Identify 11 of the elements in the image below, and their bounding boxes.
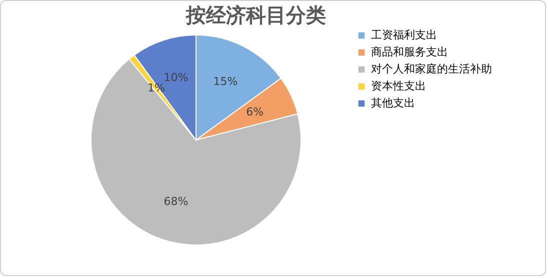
legend-label: 商品和服务支出 bbox=[371, 46, 448, 58]
legend-label: 其他支出 bbox=[371, 96, 415, 110]
data-label: 1% bbox=[147, 82, 165, 95]
legend-label: 对个人和家庭的生活补助 bbox=[371, 62, 492, 76]
data-label: 10% bbox=[164, 71, 188, 84]
data-label: 15% bbox=[213, 75, 238, 88]
data-label: 68% bbox=[164, 194, 188, 208]
data-label: 6% bbox=[246, 105, 264, 118]
legend-label: 工资福利支出 bbox=[371, 28, 437, 42]
legend-label: 资本性支出 bbox=[371, 80, 426, 92]
chart-title: 按经济科目分类 bbox=[185, 3, 326, 27]
